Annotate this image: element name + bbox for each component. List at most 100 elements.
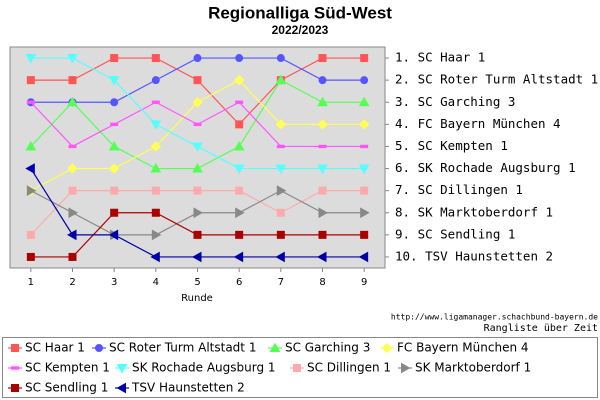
y-tick-label: 5. SC Kempten 1: [395, 138, 508, 153]
legend-label: TSV Haunstetten 2: [131, 381, 245, 395]
legend-label: SK Marktoberdorf 1: [415, 361, 531, 375]
data-point: [276, 208, 285, 217]
data-point: [276, 230, 285, 239]
y-tick-label: 9. SC Sendling 1: [395, 226, 515, 241]
legend-marker: [11, 344, 19, 352]
data-point: [151, 208, 160, 217]
data-point: [275, 251, 285, 263]
data-point: [26, 185, 37, 197]
data-point: [110, 122, 119, 127]
data-point: [360, 144, 369, 149]
data-point: [67, 54, 78, 64]
x-tick-label: 2: [69, 277, 75, 288]
data-point: [151, 100, 160, 104]
legend-label: SC Garching 3: [285, 341, 370, 355]
data-point: [358, 164, 370, 175]
data-point: [317, 119, 328, 130]
data-point: [68, 144, 77, 149]
data-point: [108, 140, 120, 151]
data-point: [191, 251, 202, 263]
legend-label: SC Kempten 1: [25, 361, 110, 375]
data-point: [67, 163, 78, 174]
data-point: [68, 76, 77, 85]
data-point: [108, 229, 119, 241]
x-tick-label: 3: [111, 277, 117, 288]
legend-label: FC Bayern München 4: [397, 341, 529, 355]
x-tick-label: 6: [236, 277, 242, 288]
data-point: [235, 120, 244, 129]
data-point: [360, 230, 369, 239]
data-point: [151, 76, 160, 85]
data-point: [318, 144, 327, 149]
data-point: [110, 98, 119, 107]
data-point: [235, 100, 244, 104]
data-point: [26, 230, 35, 239]
data-point: [317, 164, 328, 175]
data-point: [318, 54, 327, 63]
data-point: [110, 186, 119, 195]
data-point: [192, 163, 203, 173]
data-point: [318, 186, 327, 195]
data-point: [233, 251, 244, 263]
data-point: [233, 140, 245, 151]
data-point: [235, 54, 244, 63]
legend-marker: [11, 366, 19, 370]
data-point: [26, 100, 35, 104]
data-point: [66, 229, 77, 241]
legend-marker: [401, 362, 411, 374]
y-tick-label: 7. SC Dillingen 1: [395, 182, 523, 197]
data-point: [25, 163, 35, 174]
data-point: [68, 186, 77, 195]
data-point: [150, 120, 162, 130]
data-point: [150, 141, 162, 152]
legend-label: SC Sendling 1: [25, 381, 108, 395]
caption: Rangliste über Zeit: [484, 323, 598, 334]
data-point: [275, 74, 287, 85]
data-point: [110, 208, 119, 217]
legend-marker: [269, 342, 281, 352]
data-point: [316, 251, 327, 263]
credit: http://www.ligamanager.schachbund-bayern…: [391, 313, 598, 322]
data-point: [192, 142, 203, 152]
data-point: [358, 119, 370, 130]
data-point: [110, 54, 119, 63]
data-point: [193, 186, 202, 195]
data-point: [68, 207, 79, 219]
data-point: [67, 96, 78, 107]
data-point: [193, 54, 202, 63]
y-tick-label: 6. SK Rochade Augsburg 1: [395, 160, 576, 175]
data-point: [193, 122, 202, 127]
data-point: [360, 76, 369, 85]
legend-marker: [293, 364, 301, 372]
data-point: [358, 96, 370, 107]
x-tick-label: 4: [153, 277, 159, 288]
data-point: [318, 230, 327, 239]
x-tick-label: 5: [194, 277, 200, 288]
data-point: [235, 230, 244, 239]
legend-marker: [11, 384, 19, 392]
data-point: [233, 74, 245, 86]
legend-marker: [116, 364, 128, 374]
legend-label: SC Dillingen 1: [307, 361, 391, 375]
data-point: [275, 119, 287, 130]
y-tick-label: 4. FC Bayern München 4: [395, 116, 561, 131]
data-point: [193, 76, 202, 85]
data-point: [193, 207, 204, 219]
data-point: [25, 140, 37, 151]
legend-label: SC Roter Turm Altstadt 1: [109, 341, 256, 355]
x-tick-label: 8: [319, 277, 325, 288]
data-point: [318, 207, 329, 219]
legend-marker: [381, 342, 393, 354]
data-point: [25, 54, 37, 64]
data-point: [276, 54, 285, 63]
data-point: [235, 207, 245, 219]
data-point: [68, 252, 77, 261]
y-tick-label: 8. SK Marktoberdorf 1: [395, 204, 553, 219]
legend-marker: [95, 344, 103, 352]
data-point: [235, 186, 244, 195]
chart-subtitle: 2022/2023: [272, 23, 329, 37]
legend-label: SC Haar 1: [25, 341, 85, 355]
data-point: [108, 163, 120, 174]
data-point: [360, 54, 369, 63]
data-point: [151, 229, 162, 241]
